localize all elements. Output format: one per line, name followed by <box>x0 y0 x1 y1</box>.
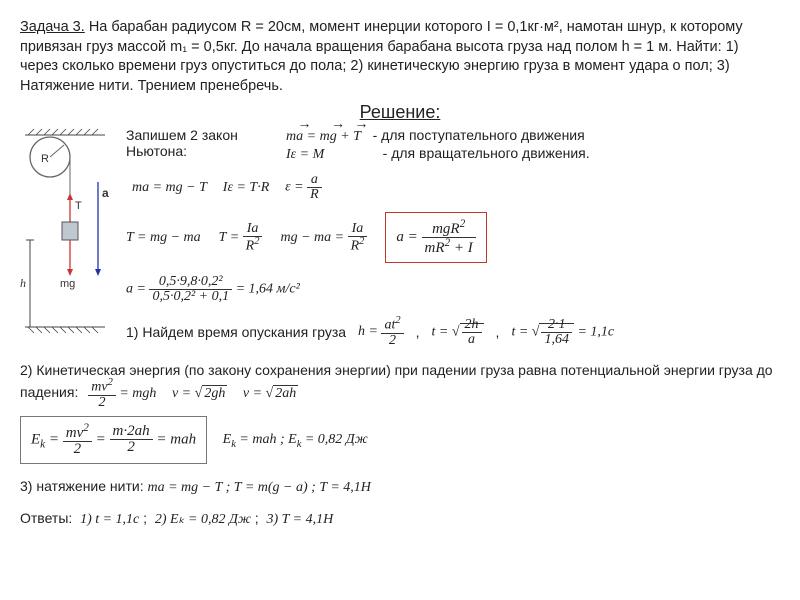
answers-label: Ответы: <box>20 510 72 526</box>
answers-row: Ответы: 1) t = 1,1c ; 2) Eₖ = 0,82 Дж ; … <box>20 510 780 528</box>
eq-eps: ε = aR <box>285 173 322 202</box>
eq-T2: T = IaR2 <box>219 222 263 254</box>
eq-h: h = at22 <box>358 316 404 348</box>
scalar-row: ma = mg − T Iε = T·R ε = aR <box>126 173 780 202</box>
eq-Ek-val: Ek = mah ; Ek = 0,82 Дж <box>223 432 368 447</box>
diagram-a-label: a <box>102 186 109 200</box>
eq-rot-vec: Iε = M <box>286 147 324 162</box>
problem-title: Задача 3. <box>20 19 85 35</box>
time-label: 1) Найдем время опускания груза <box>126 324 346 340</box>
problem-statement: Задача 3. На барабан радиусом R = 20см, … <box>20 18 780 96</box>
eq-kin-cons: mv22 = mgh <box>88 386 156 401</box>
eq-combo: mg − ma = IaR2 <box>280 222 367 254</box>
a-den: 0,5·0,2² + 0,1 <box>149 290 232 304</box>
ans-3: 3) T = 4,1H <box>266 512 333 527</box>
eq-t: t = √2ha <box>432 318 484 347</box>
tension-label: 3) натяжение нити: <box>20 478 144 494</box>
a-value: = 1,64 м/с² <box>236 282 300 297</box>
newton-row: Запишем 2 закон Ньютона: m→a = m→g + →T … <box>126 127 780 163</box>
eq-ma: ma = mg − T <box>132 180 207 196</box>
eq-Ek-box: Ek = mv22 = m·2ah2 = mah <box>20 416 207 464</box>
eq-trans-vec: m→a = m→g + →T <box>286 129 361 144</box>
diagram-mg-label: mg <box>60 278 75 290</box>
time-row: 1) Найдем время опускания груза h = at22… <box>126 316 780 348</box>
problem-body: На барабан радиусом R = 20см, момент ине… <box>20 19 743 94</box>
kinetic-ek-row: Ek = mv22 = m·2ah2 = mah Ek = mah ; Ek =… <box>20 416 780 464</box>
eq-v: v = √2gh <box>172 385 227 401</box>
kinetic-section: 2) Кинетическая энергия (по закону сохра… <box>20 362 780 410</box>
diagram-svg: R T mg a h <box>20 127 110 337</box>
physics-diagram: R T mg a h <box>20 127 110 348</box>
eq-a-boxed: a = mgR2mR2 + I <box>385 212 486 263</box>
note-translational: - для поступательного движения <box>373 127 585 143</box>
eq-T1: T = mg − ma <box>126 230 201 246</box>
ans-1: 1) t = 1,1c <box>80 512 139 527</box>
eq-v2: v = √2ah <box>243 385 298 401</box>
solution-heading: Решение: <box>20 102 780 123</box>
diagram-R-label: R <box>41 153 49 165</box>
eq-t-val: t = √2·11,64 = 1,1c <box>511 318 614 347</box>
eq-tension: ma = mg − T ; T = m(g − a) ; T = 4,1H <box>147 480 370 495</box>
note-rotational: - для вращательного движения. <box>383 145 590 161</box>
diagram-h-label: h <box>20 276 26 290</box>
newton-intro: Запишем 2 закон Ньютона: <box>126 127 266 159</box>
derivation-row: T = mg − ma T = IaR2 mg − ma = IaR2 a = … <box>126 212 780 263</box>
ans-2: 2) Eₖ = 0,82 Дж <box>155 512 251 527</box>
eq-Ieps: Iε = T·R <box>223 180 269 196</box>
diagram-T-label: T <box>75 200 82 212</box>
a-num: 0,5·9,8·0,2² <box>149 275 232 290</box>
tension-section: 3) натяжение нити: ma = mg − T ; T = m(g… <box>20 478 780 496</box>
eq-a-substitution: a = 0,5·9,8·0,2²0,5·0,2² + 0,1 = 1,64 м/… <box>126 275 780 304</box>
